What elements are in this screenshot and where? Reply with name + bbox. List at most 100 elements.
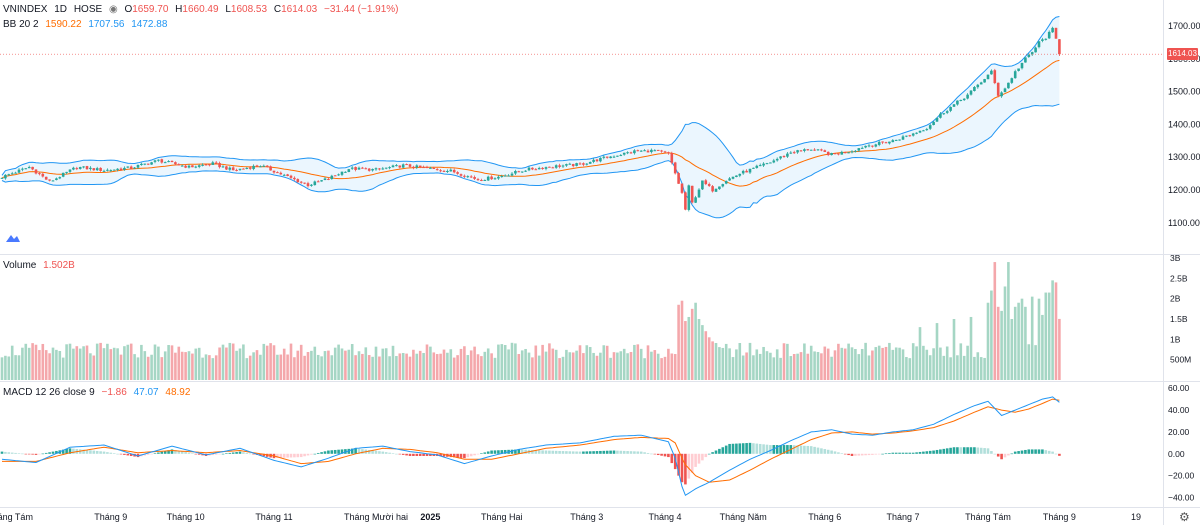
volume-bar xyxy=(17,355,21,380)
candle-body xyxy=(990,70,993,75)
volume-bar xyxy=(517,354,521,380)
volume-bar xyxy=(680,300,684,380)
candle-body xyxy=(986,74,990,80)
candle-body xyxy=(687,185,691,210)
candle-body xyxy=(391,165,395,168)
macd-histogram-bar xyxy=(252,453,255,455)
macd-histogram-bar xyxy=(959,447,963,454)
candle-body xyxy=(38,173,41,175)
candle-body xyxy=(554,165,558,168)
bb-legend[interactable]: BB 20 2 1590.22 1707.56 1472.88 xyxy=(3,19,171,31)
volume-bar xyxy=(1051,280,1054,380)
macd-histogram-bar xyxy=(782,445,786,454)
macd-histogram-bar xyxy=(758,443,762,454)
bb-lower-value: 1472.88 xyxy=(131,19,168,30)
eye-icon[interactable]: ◉ xyxy=(108,4,118,15)
macd-histogram-bar xyxy=(466,453,470,458)
high-value: 1660.49 xyxy=(182,4,219,15)
macd-histogram-bar xyxy=(429,453,432,456)
macd-histogram-bar xyxy=(626,451,629,454)
candle-body xyxy=(908,135,912,137)
settings-gear-icon[interactable]: ⚙ xyxy=(1179,510,1190,524)
volume-bar xyxy=(762,346,765,380)
candle-body xyxy=(221,166,225,168)
candle-body xyxy=(381,168,385,170)
candle-body xyxy=(969,90,973,95)
macd-histogram-bar xyxy=(565,451,568,454)
candle-body xyxy=(918,130,922,133)
volume-bar xyxy=(187,351,191,380)
time-axis-label: 19 xyxy=(1131,512,1141,522)
macd-histogram-bar xyxy=(609,450,612,454)
volume-axis-label: 2B xyxy=(1170,294,1181,304)
volume-bar xyxy=(741,355,745,380)
volume-bar xyxy=(1027,344,1031,380)
volume-bar xyxy=(116,348,119,380)
open-label: O xyxy=(124,4,133,15)
macd-histogram-bar xyxy=(469,453,473,457)
volume-bar xyxy=(306,352,310,380)
macd-histogram-bar xyxy=(187,452,191,454)
candle-body xyxy=(837,153,840,155)
candles-group xyxy=(0,26,1061,212)
volume-bar xyxy=(714,343,718,380)
macd-histogram-bar xyxy=(374,450,378,454)
macd-histogram-bar xyxy=(952,447,956,454)
time-axis-label: Tháng 11 xyxy=(255,512,292,522)
macd-legend[interactable]: MACD 12 26 close 9 −1.86 47.07 48.92 xyxy=(3,387,194,399)
candle-body xyxy=(208,164,211,166)
candle-body xyxy=(262,165,266,167)
timeframe-label[interactable]: 1D xyxy=(54,4,68,15)
macd-histogram-bar xyxy=(714,450,718,454)
macd-histogram-bar xyxy=(612,450,616,454)
macd-histogram-bar xyxy=(826,449,830,454)
volume-bar xyxy=(531,357,534,380)
candle-body xyxy=(422,167,425,169)
macd-histogram-bar xyxy=(72,448,75,454)
macd-histogram-bar xyxy=(877,453,881,455)
candle-body xyxy=(840,151,844,155)
macd-histogram-bar xyxy=(718,448,721,454)
candle-body xyxy=(755,165,759,168)
volume-bar xyxy=(646,345,650,380)
candle-body xyxy=(656,149,660,151)
macd-histogram-bar xyxy=(41,453,45,455)
candle-body xyxy=(95,168,99,171)
volume-bar xyxy=(422,352,425,380)
candle-body xyxy=(779,156,782,159)
candle-body xyxy=(514,170,517,174)
candle-body xyxy=(1037,41,1041,48)
macd-histogram-bar xyxy=(690,453,694,473)
volume-bar xyxy=(922,345,925,380)
candle-body xyxy=(711,186,714,192)
volume-bar xyxy=(541,344,544,380)
macd-histogram-bar xyxy=(840,453,844,454)
macd-histogram-bar xyxy=(949,447,952,454)
volume-legend[interactable]: Volume 1.502B xyxy=(3,260,79,272)
symbol-label[interactable]: VNINDEX xyxy=(3,4,48,15)
macd-histogram-bar xyxy=(316,452,320,454)
candle-body xyxy=(310,184,313,186)
candle-body xyxy=(486,176,490,181)
macd-histogram-bar xyxy=(1027,449,1031,454)
volume-bar xyxy=(21,347,24,380)
volume-bar xyxy=(92,355,96,380)
macd-histogram-bar xyxy=(10,452,14,454)
bb-upper-value: 1707.56 xyxy=(88,19,125,30)
macd-histogram-bar xyxy=(979,447,983,454)
candle-body xyxy=(551,167,555,169)
candle-body xyxy=(235,169,238,171)
macd-histogram-bar xyxy=(541,450,544,454)
macd-histogram-bar xyxy=(65,448,68,454)
candle-body xyxy=(327,178,330,180)
volume-bar xyxy=(95,343,99,380)
volume-bar xyxy=(174,352,177,380)
exchange-label: HOSE xyxy=(73,4,103,15)
candle-body xyxy=(741,170,745,174)
candle-body xyxy=(949,106,952,111)
tradingview-logo-icon[interactable] xyxy=(5,232,21,244)
volume-bar xyxy=(571,352,575,380)
macd-histogram-bar xyxy=(1007,453,1010,456)
